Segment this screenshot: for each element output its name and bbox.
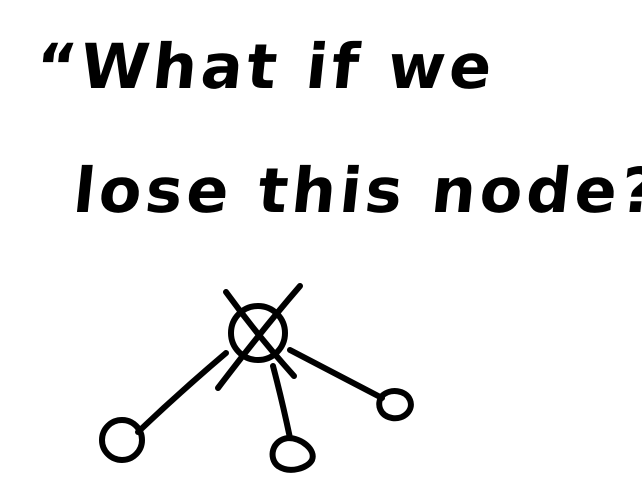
failed-node-circle-icon (228, 303, 288, 363)
edge-to-right-node (287, 347, 385, 401)
bottom-child-node-circle-icon (269, 435, 316, 473)
left-child-node-circle-icon (99, 417, 145, 463)
edge-to-left-node (135, 350, 229, 435)
edge-to-bottom-node (270, 363, 293, 441)
right-child-node-circle-icon (376, 388, 414, 422)
failed-node (215, 283, 303, 391)
failed-node-cross-stroke-2 (215, 283, 303, 391)
